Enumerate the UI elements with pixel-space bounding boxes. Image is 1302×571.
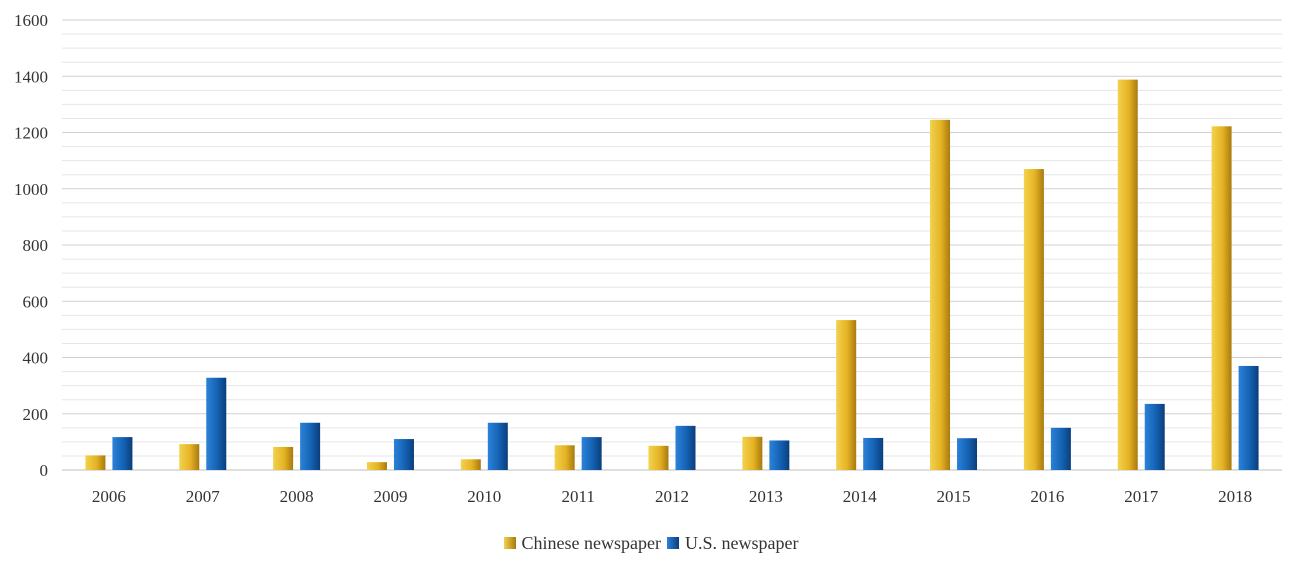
y-tick-label: 0: [40, 461, 49, 480]
x-tick-label: 2014: [843, 487, 878, 506]
x-tick-label: 2009: [373, 487, 407, 506]
x-tick-label: 2011: [561, 487, 594, 506]
bar-chinese-newspaper: [273, 446, 294, 470]
y-tick-label: 1400: [14, 67, 48, 86]
y-tick-label: 600: [23, 292, 49, 311]
bar-us-newspaper: [1144, 403, 1165, 470]
bar-us-newspaper: [1050, 427, 1071, 470]
legend-item-us: U.S. newspaper: [666, 532, 799, 554]
x-tick-label: 2010: [467, 487, 501, 506]
bar-chinese-newspaper: [1211, 126, 1232, 470]
y-axis: 0 200 400 600 800 1000 1200 1400 1600: [14, 11, 48, 480]
bar-chinese-newspaper: [930, 119, 951, 470]
bar-us-newspaper: [206, 377, 227, 470]
bar-chinese-newspaper: [366, 462, 387, 470]
bar-us-newspaper: [581, 437, 602, 470]
y-tick-label: 1000: [14, 180, 48, 199]
legend-swatch-us: [666, 537, 679, 549]
x-tick-label: 2008: [280, 487, 314, 506]
y-tick-label: 200: [23, 405, 49, 424]
gridlines: [62, 19, 1282, 471]
x-tick-label: 2016: [1030, 487, 1064, 506]
bar-us-newspaper: [300, 422, 321, 470]
x-tick-label: 2006: [92, 487, 126, 506]
bar-us-newspaper: [487, 422, 508, 470]
legend: Chinese newspaper U.S. newspaper: [0, 528, 1302, 558]
x-tick-label: 2013: [749, 487, 783, 506]
y-tick-label: 1600: [14, 11, 48, 30]
legend-swatch-chinese: [503, 537, 516, 549]
legend-label-us: U.S. newspaper: [684, 532, 799, 553]
y-tick-label: 1200: [14, 124, 48, 143]
bar-chinese-newspaper: [836, 320, 857, 470]
bar-chinese-newspaper: [1023, 169, 1044, 470]
x-tick-label: 2012: [655, 487, 689, 506]
bar-us-newspaper: [393, 439, 414, 470]
bar-chinese-newspaper: [554, 445, 575, 470]
bar-chinese-newspaper: [460, 459, 481, 470]
legend-item-chinese: Chinese newspaper: [503, 532, 661, 554]
y-tick-label: 800: [23, 236, 49, 255]
bar-chinese-newspaper: [648, 445, 669, 470]
bar-us-newspaper: [1238, 365, 1259, 470]
x-tick-label: 2018: [1218, 487, 1252, 506]
y-tick-label: 400: [23, 349, 49, 368]
bar-us-newspaper: [863, 437, 884, 470]
x-axis: 2006 2007 2008 2009 2010 2011 2012 2013 2014 2015…: [92, 487, 1252, 506]
bar-us-newspaper: [112, 437, 133, 470]
bar-chinese-newspaper: [85, 455, 106, 470]
bar-us-newspaper: [957, 438, 978, 470]
bar-chinese-newspaper: [1117, 79, 1138, 470]
bar-chinese-newspaper: [179, 444, 200, 470]
x-tick-label: 2007: [186, 487, 221, 506]
bar-us-newspaper: [675, 425, 696, 470]
x-tick-label: 2015: [937, 487, 971, 506]
x-tick-label: 2017: [1124, 487, 1159, 506]
bar-chinese-newspaper: [742, 436, 763, 470]
bars: [85, 79, 1259, 470]
legend-label-chinese: Chinese newspaper: [521, 532, 661, 553]
bar-us-newspaper: [769, 440, 790, 470]
